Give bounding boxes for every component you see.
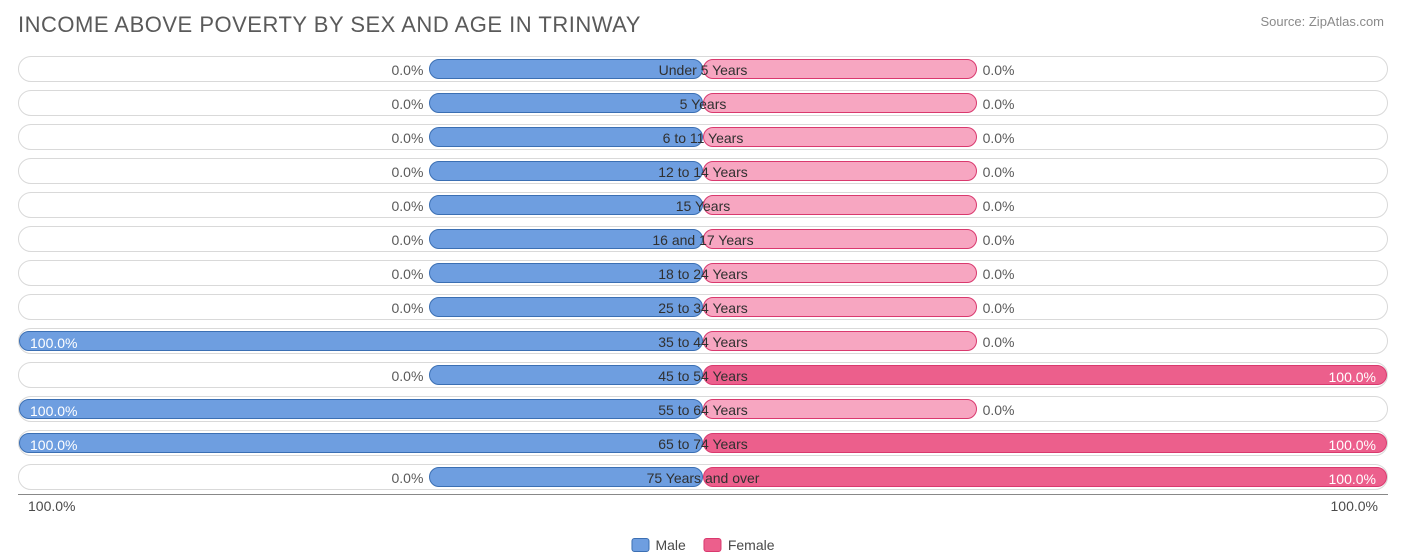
female-value-label: 100.0% <box>1321 434 1384 452</box>
bar-row: 0.0% 100.0% 75 Years and over <box>18 464 1388 490</box>
bar-row: 100.0% 100.0% 65 to 74 Years <box>18 430 1388 456</box>
male-bar <box>429 195 703 215</box>
male-value-label: 0.0% <box>391 465 423 491</box>
female-value-label: 0.0% <box>983 125 1015 151</box>
bar-row: 0.0% 0.0% 25 to 34 Years <box>18 294 1388 320</box>
male-swatch-icon <box>631 538 649 552</box>
male-value-label: 100.0% <box>22 400 85 418</box>
male-value-label: 100.0% <box>22 434 85 452</box>
category-label: 45 to 54 Years <box>654 363 752 389</box>
chart-source: Source: ZipAtlas.com <box>1260 14 1384 29</box>
axis-left-label: 100.0% <box>28 498 75 514</box>
female-swatch-icon <box>704 538 722 552</box>
female-bar <box>703 195 977 215</box>
legend-female: Female <box>704 537 775 553</box>
legend-female-label: Female <box>728 537 775 553</box>
female-value-label: 0.0% <box>983 227 1015 253</box>
category-label: 55 to 64 Years <box>654 397 752 423</box>
chart-container: INCOME ABOVE POVERTY BY SEX AND AGE IN T… <box>0 0 1406 559</box>
legend-male: Male <box>631 537 685 553</box>
female-bar: 100.0% <box>703 467 1387 487</box>
male-value-label: 0.0% <box>391 159 423 185</box>
bar-row: 0.0% 0.0% Under 5 Years <box>18 56 1388 82</box>
female-bar: 100.0% <box>703 365 1387 385</box>
female-value-label: 100.0% <box>1321 468 1384 486</box>
chart-title: INCOME ABOVE POVERTY BY SEX AND AGE IN T… <box>18 12 1388 38</box>
legend-male-label: Male <box>655 537 685 553</box>
male-value-label: 0.0% <box>391 363 423 389</box>
female-value-label: 0.0% <box>983 261 1015 287</box>
bar-row: 0.0% 0.0% 6 to 11 Years <box>18 124 1388 150</box>
male-value-label: 0.0% <box>391 57 423 83</box>
male-value-label: 100.0% <box>22 332 85 350</box>
category-label: 35 to 44 Years <box>654 329 752 355</box>
female-value-label: 0.0% <box>983 193 1015 219</box>
bar-row: 0.0% 0.0% 12 to 14 Years <box>18 158 1388 184</box>
category-label: 18 to 24 Years <box>654 261 752 287</box>
diverging-bar-chart: 100.0% 100.0% 0.0%0.0%Under 5 Years0.0%0… <box>18 56 1388 490</box>
bar-row: 100.0% 0.0% 35 to 44 Years <box>18 328 1388 354</box>
female-value-label: 0.0% <box>983 295 1015 321</box>
male-value-label: 0.0% <box>391 125 423 151</box>
female-value-label: 0.0% <box>983 57 1015 83</box>
bar-row: 0.0% 100.0% 45 to 54 Years <box>18 362 1388 388</box>
male-bar <box>429 93 703 113</box>
female-value-label: 0.0% <box>983 397 1015 423</box>
axis-line <box>18 494 1388 495</box>
category-label: 75 Years and over <box>643 465 764 491</box>
category-label: 6 to 11 Years <box>659 125 748 151</box>
axis-right-label: 100.0% <box>1331 498 1378 514</box>
bar-row: 0.0% 0.0% 16 and 17 Years <box>18 226 1388 252</box>
bar-row: 100.0% 0.0% 55 to 64 Years <box>18 396 1388 422</box>
female-value-label: 0.0% <box>983 91 1015 117</box>
male-value-label: 0.0% <box>391 295 423 321</box>
male-bar: 100.0% <box>19 433 703 453</box>
bar-row: 0.0% 0.0% 15 Years <box>18 192 1388 218</box>
male-value-label: 0.0% <box>391 261 423 287</box>
bar-row: 0.0% 0.0% 18 to 24 Years <box>18 260 1388 286</box>
female-bar <box>703 93 977 113</box>
male-bar: 100.0% <box>19 331 703 351</box>
category-label: 16 and 17 Years <box>648 227 757 253</box>
category-label: 25 to 34 Years <box>654 295 752 321</box>
female-bar: 100.0% <box>703 433 1387 453</box>
male-bar: 100.0% <box>19 399 703 419</box>
bar-row: 0.0% 0.0% 5 Years <box>18 90 1388 116</box>
male-value-label: 0.0% <box>391 227 423 253</box>
category-label: 5 Years <box>676 91 731 117</box>
category-label: 12 to 14 Years <box>654 159 752 185</box>
male-value-label: 0.0% <box>391 193 423 219</box>
legend: Male Female <box>631 537 774 553</box>
category-label: 65 to 74 Years <box>654 431 752 457</box>
female-value-label: 0.0% <box>983 329 1015 355</box>
category-label: 15 Years <box>672 193 735 219</box>
female-value-label: 100.0% <box>1321 366 1384 384</box>
female-value-label: 0.0% <box>983 159 1015 185</box>
category-label: Under 5 Years <box>655 57 752 83</box>
male-value-label: 0.0% <box>391 91 423 117</box>
